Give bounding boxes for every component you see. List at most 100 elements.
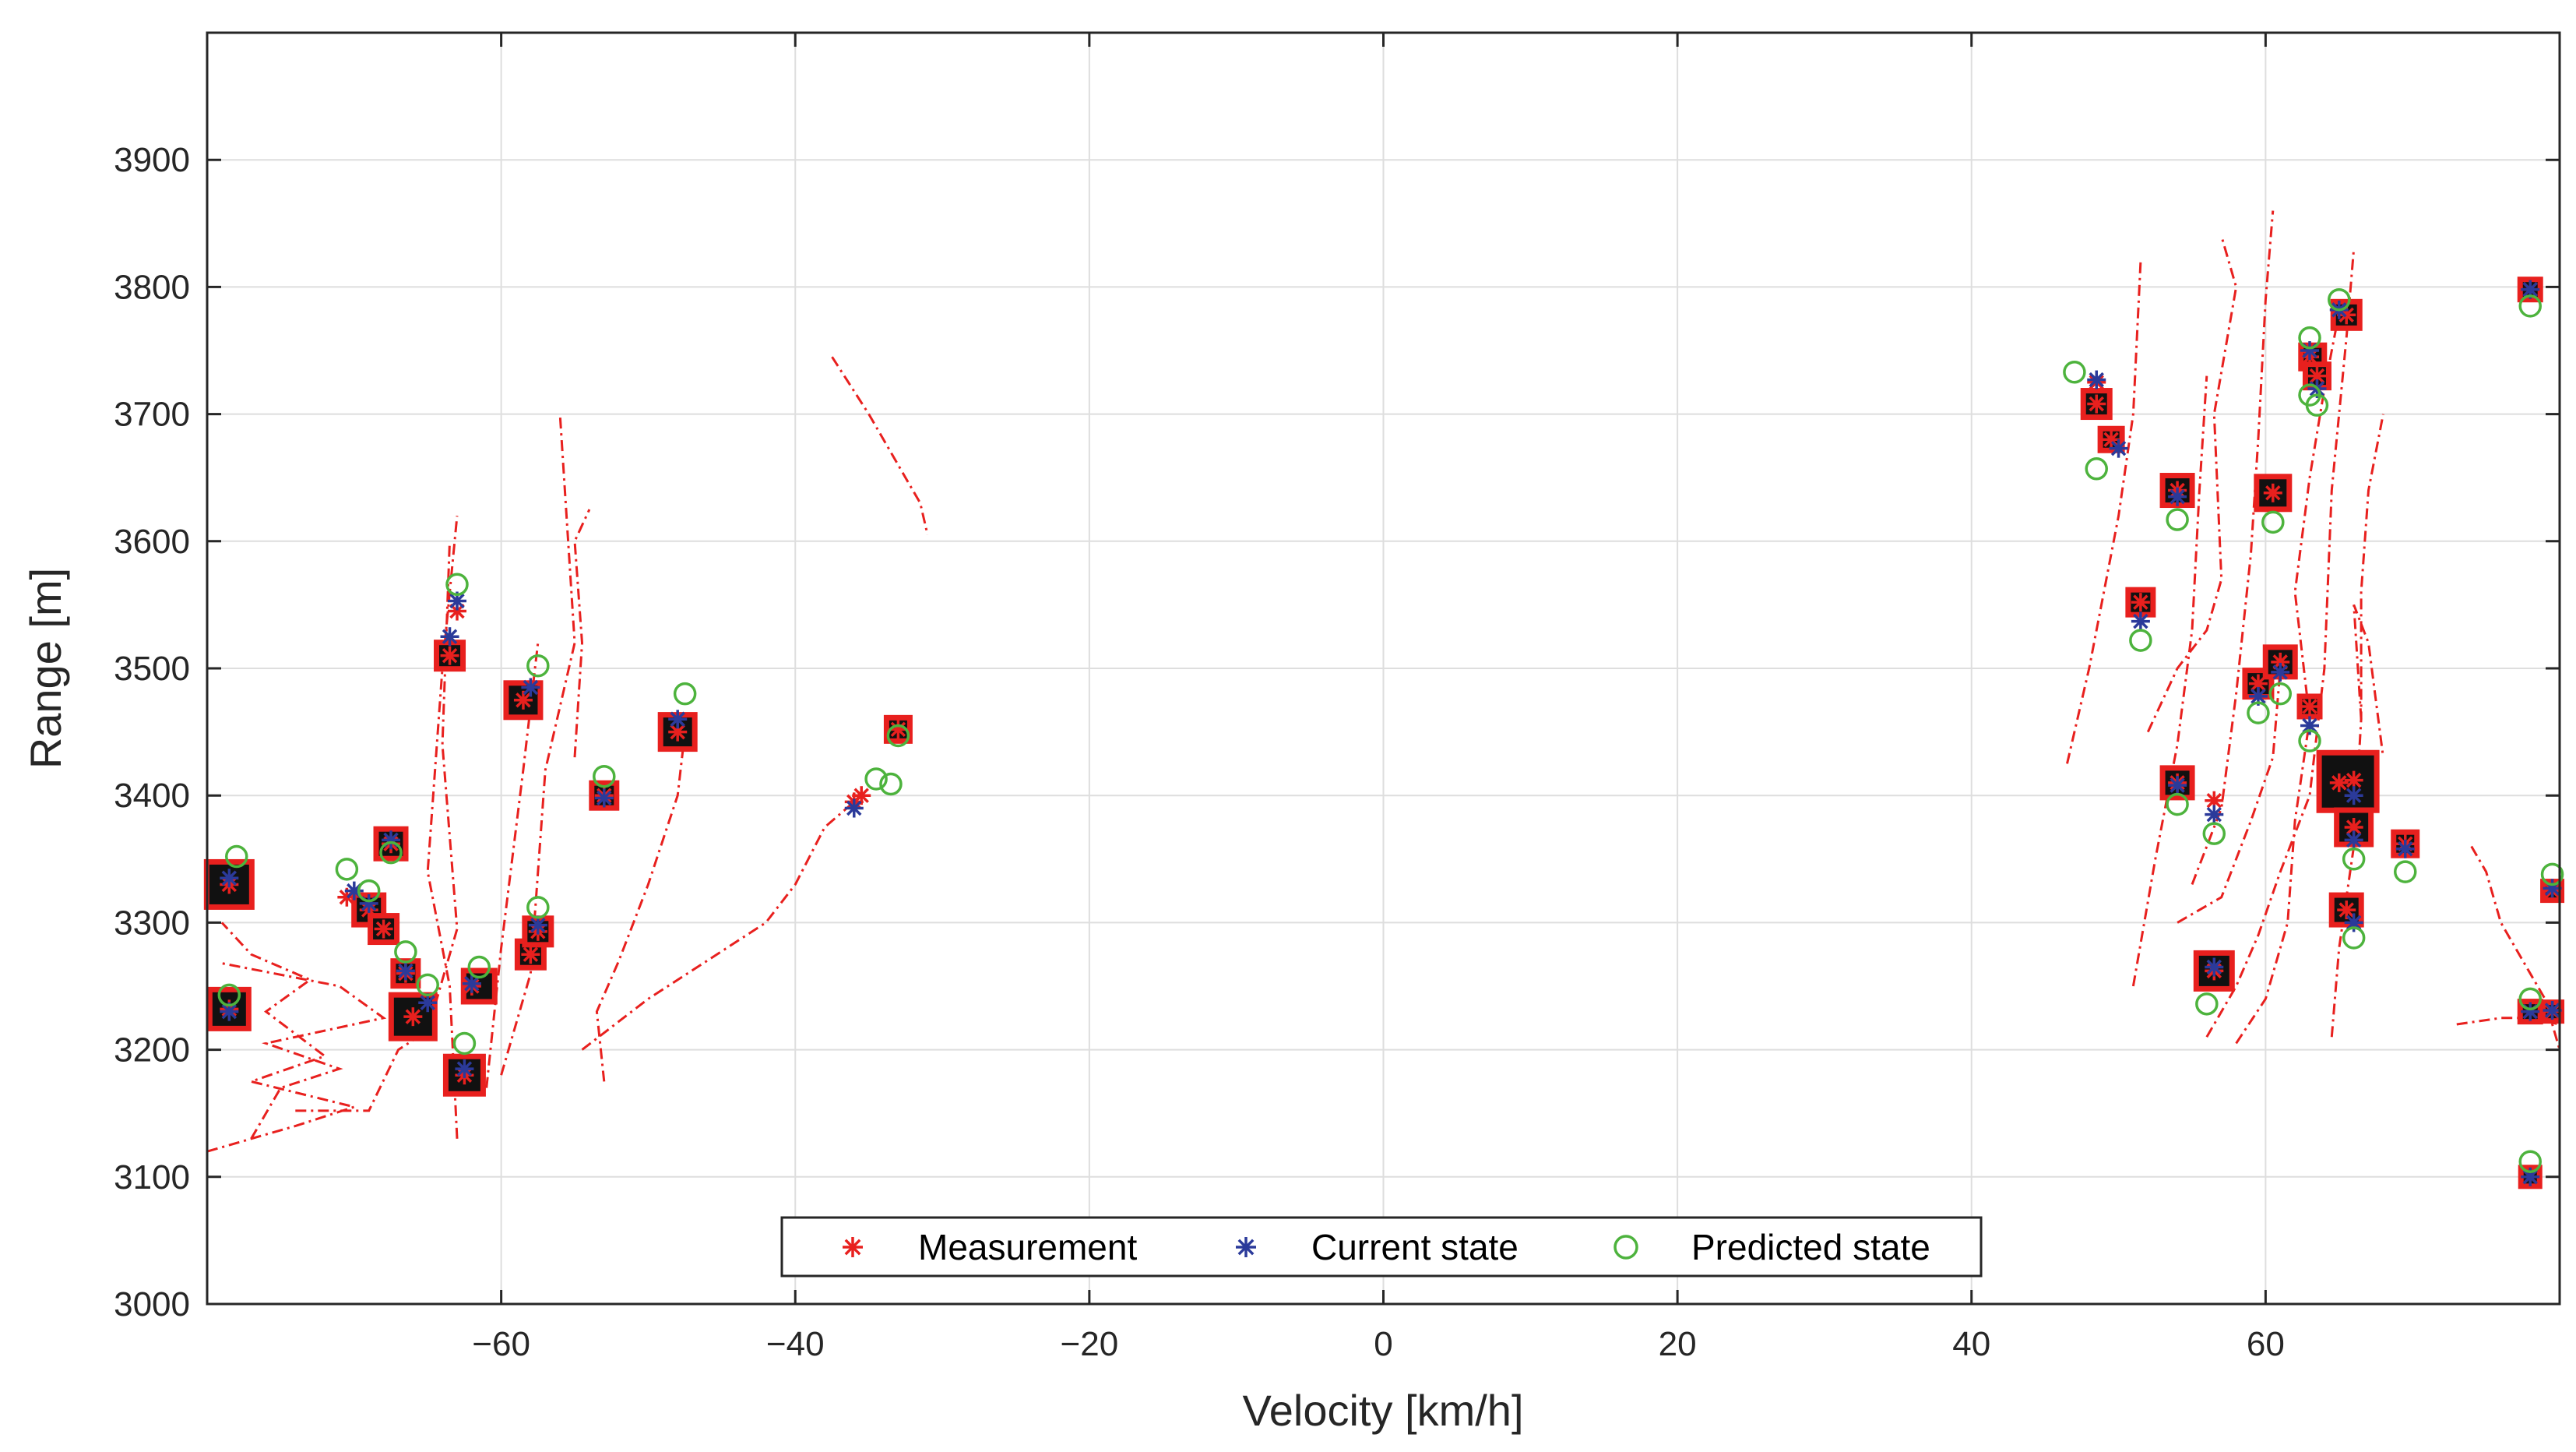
current-state-point [2168, 487, 2187, 506]
measurement-point [2131, 593, 2150, 612]
x-tick-label: 20 [1659, 1325, 1697, 1363]
track-line [581, 801, 855, 1051]
predicted-state-point [526, 654, 550, 678]
asterisk-stroke [2345, 788, 2362, 803]
asterisk-stroke [456, 1061, 473, 1077]
asterisk-stroke [221, 870, 238, 886]
asterisk-stroke [844, 1239, 861, 1256]
asterisk-stroke [449, 593, 465, 609]
predicted-state-point [2247, 701, 2270, 724]
current-state-point [396, 961, 415, 981]
asterisk-stroke [405, 1009, 421, 1024]
predicted-state-point [2261, 510, 2285, 534]
asterisk-stroke [516, 693, 531, 708]
legend-label-measurement: Measurement [918, 1227, 1137, 1267]
asterisk-stroke [853, 788, 869, 803]
predicted-state-point [445, 573, 469, 597]
current-state-point [2205, 957, 2224, 977]
current-state-point [462, 974, 481, 993]
asterisk-stroke [2250, 675, 2266, 692]
legend-label-current-state: Current state [1311, 1227, 1519, 1267]
current-state-point [2521, 1167, 2540, 1186]
measurement-point [2300, 696, 2320, 716]
current-state-point [2521, 280, 2540, 299]
asterisk-stroke [523, 946, 539, 962]
asterisk-stroke [530, 917, 546, 933]
track-line [2353, 604, 2384, 758]
asterisk-stroke [2345, 915, 2362, 931]
current-state-point [2087, 370, 2106, 389]
measurement-point [374, 919, 393, 939]
asterisk-stroke [2338, 902, 2354, 918]
track-line [831, 356, 929, 535]
predicted-state-point [452, 1031, 477, 1056]
current-state-point [668, 710, 688, 729]
ticks: −60 −40 −20 0 20 40 60 3000 3100 3200 3300 3400 3500… [114, 33, 2560, 1363]
current-state-point [2271, 662, 2290, 682]
asterisk-stroke [846, 800, 862, 816]
asterisk-stroke [2089, 372, 2104, 388]
measurement-point [2205, 791, 2224, 810]
asterisk-stroke [2522, 1169, 2538, 1185]
asterisk-stroke [2345, 819, 2362, 835]
legend-entries: Measurement Current state Predicted state [843, 1227, 1930, 1267]
legend-marker-current-state [1236, 1237, 1256, 1257]
track-line [485, 643, 540, 1088]
x-tick-label: 40 [1952, 1325, 1990, 1363]
asterisk-stroke [442, 629, 458, 644]
predicted-state-point [379, 841, 403, 865]
measurement-point [2087, 394, 2106, 414]
asterisk-stroke [398, 963, 413, 979]
asterisk-stroke [2272, 664, 2288, 680]
predicted-state-point [526, 896, 550, 919]
measurement-point [513, 690, 533, 710]
track-line [295, 541, 459, 1112]
predicted-state-point [2298, 326, 2321, 350]
predicted-state-point [2085, 457, 2108, 481]
track-line [573, 509, 591, 758]
current-state-point [2344, 786, 2363, 805]
measurement-point [2329, 773, 2349, 792]
predicted-state-point [2518, 987, 2542, 1011]
predicted-state-point [2328, 287, 2351, 312]
predicted-state-point [2342, 926, 2366, 950]
y-tick-label: 3200 [114, 1031, 190, 1070]
current-state-point [2248, 686, 2268, 706]
asterisk-stroke [1237, 1239, 1255, 1256]
current-state-point [528, 915, 547, 935]
measurement-point [852, 786, 871, 805]
current-state-point [844, 798, 864, 818]
data-points [217, 280, 2564, 1186]
asterisk-stroke [2133, 594, 2148, 610]
predicted-state-point [2393, 860, 2417, 883]
predicted-state-point [2540, 862, 2564, 886]
asterisk-stroke [2133, 613, 2148, 629]
asterisk-stroke [596, 790, 612, 806]
current-state-point [455, 1059, 474, 1079]
measurement-point [440, 646, 459, 665]
track-line [2146, 235, 2238, 733]
track-line [2177, 668, 2282, 924]
current-state-point [2344, 830, 2363, 850]
legend-marker-predicted [1614, 1235, 1638, 1260]
predicted-state-point [2298, 729, 2321, 752]
predicted-state-point [2063, 360, 2086, 384]
predicted-state-point [2129, 629, 2152, 652]
current-state-point [220, 869, 239, 888]
legend-box [780, 1216, 1983, 1278]
current-state-point [418, 993, 438, 1013]
asterisk-stroke [420, 995, 435, 1010]
asterisk-stroke [2206, 793, 2222, 809]
y-tick-label: 3400 [114, 777, 190, 815]
predicted-state-point [225, 844, 248, 869]
asterisk-stroke [670, 711, 685, 728]
current-state-point [594, 788, 614, 808]
asterisk-stroke [2170, 488, 2185, 505]
current-state-point [2395, 839, 2415, 858]
legend-marker-measurement [843, 1237, 863, 1257]
legend-label-predicted-state: Predicted state [1691, 1227, 1930, 1267]
predicted-state-point [2166, 792, 2189, 816]
asterisk-stroke [2331, 775, 2347, 791]
y-axis-label: Range [m] [21, 568, 70, 769]
predicted-state-point [467, 955, 491, 979]
